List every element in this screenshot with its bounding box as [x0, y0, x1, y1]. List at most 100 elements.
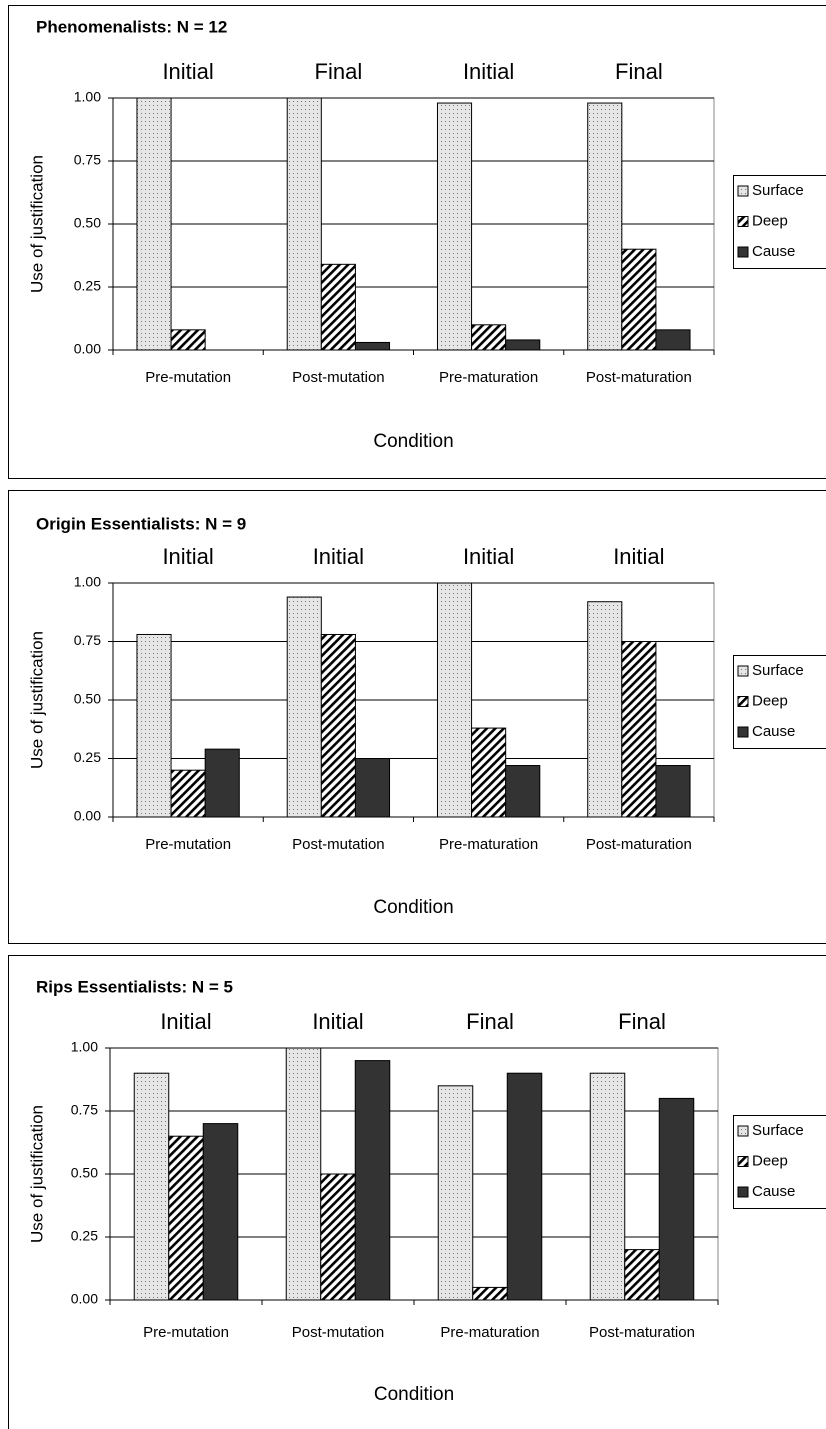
legend-swatch — [737, 1156, 749, 1167]
panel-border — [8, 490, 826, 944]
group-annotation: Final — [615, 59, 663, 84]
bar — [505, 339, 541, 351]
panel-border — [8, 955, 826, 1429]
chart-title: Phenomenalists: N = 12 — [36, 17, 227, 36]
bar — [436, 582, 473, 818]
x-tick-label: Pre-mutation — [145, 369, 231, 386]
legend-swatch — [737, 1125, 749, 1137]
y-tick-label: 0.75 — [74, 152, 101, 168]
bar — [505, 765, 541, 818]
bar — [437, 1085, 474, 1301]
bar — [320, 1173, 356, 1301]
bar — [320, 633, 356, 818]
y-tick-label: 1.00 — [74, 574, 101, 590]
legend-label: Surface — [752, 182, 804, 199]
y-tick-label: 0.75 — [74, 632, 101, 648]
y-tick-label: 0.75 — [71, 1102, 98, 1118]
bar — [136, 633, 172, 818]
y-tick-label: 1.00 — [74, 89, 101, 105]
y-tick-label: 0.25 — [74, 749, 101, 765]
x-axis-label: Condition — [373, 431, 453, 452]
bar — [471, 727, 507, 818]
bar — [204, 748, 240, 818]
group-annotation: Final — [466, 1009, 514, 1034]
bar — [354, 1060, 391, 1301]
bar — [286, 596, 322, 818]
group-annotation: Initial — [162, 59, 213, 84]
y-axis-label: Use of justification — [27, 155, 46, 293]
legend-swatch — [737, 246, 749, 258]
x-tick-label: Pre-maturation — [439, 369, 538, 386]
x-tick-label: Post-maturation — [586, 836, 692, 853]
y-tick-label: 0.00 — [74, 341, 101, 357]
group-annotation: Initial — [463, 544, 514, 569]
bar — [354, 758, 391, 818]
legend-box — [733, 655, 826, 749]
legend-swatch — [737, 726, 749, 738]
bar — [655, 329, 691, 351]
legend-swatch — [737, 665, 749, 677]
bar — [136, 97, 172, 351]
y-tick-label: 0.50 — [71, 1165, 98, 1181]
x-axis-label: Condition — [374, 1384, 454, 1405]
legend-swatch — [737, 216, 749, 227]
x-tick-label: Post-mutation — [292, 1324, 385, 1341]
group-annotation: Initial — [613, 544, 664, 569]
chart-title: Origin Essentialists: N = 9 — [36, 514, 246, 533]
group-annotation: Initial — [160, 1009, 211, 1034]
x-tick-label: Pre-mutation — [145, 836, 231, 853]
bar — [285, 1047, 322, 1301]
bar — [655, 765, 691, 818]
bar — [587, 102, 623, 351]
x-tick-label: Post-mutation — [292, 369, 385, 386]
legend-swatch — [737, 696, 749, 707]
x-tick-label: Pre-mutation — [143, 1324, 229, 1341]
legend-label: Cause — [752, 243, 795, 260]
legend-swatch — [737, 185, 749, 197]
group-annotation: Initial — [313, 544, 364, 569]
legend-label: Cause — [752, 1183, 795, 1200]
y-tick-label: 0.25 — [74, 278, 101, 294]
bar — [133, 1072, 170, 1301]
legend-label: Deep — [752, 692, 788, 709]
y-tick-label: 0.25 — [71, 1228, 98, 1244]
group-annotation: Initial — [312, 1009, 363, 1034]
x-tick-label: Post-mutation — [292, 836, 385, 853]
bar — [472, 1286, 508, 1301]
x-tick-label: Post-maturation — [586, 369, 692, 386]
group-annotation: Initial — [463, 59, 514, 84]
legend-swatch — [737, 1186, 749, 1198]
legend-label: Deep — [752, 212, 788, 229]
y-tick-label: 0.00 — [74, 808, 101, 824]
bar — [621, 248, 657, 351]
bar — [170, 769, 206, 818]
group-annotation: Initial — [162, 544, 213, 569]
legend-box — [733, 1115, 826, 1209]
bar — [506, 1072, 543, 1301]
legend-label: Surface — [752, 662, 804, 679]
legend-label: Surface — [752, 1122, 804, 1139]
x-tick-label: Pre-maturation — [440, 1324, 539, 1341]
bar — [436, 102, 473, 351]
bar — [471, 324, 507, 351]
x-tick-label: Pre-maturation — [439, 836, 538, 853]
bar — [589, 1072, 626, 1301]
bar — [621, 641, 657, 818]
group-annotation: Final — [315, 59, 363, 84]
bar — [320, 263, 356, 351]
bar — [170, 329, 206, 351]
bar — [286, 97, 322, 351]
legend-label: Cause — [752, 723, 795, 740]
y-axis-label: Use of justification — [27, 1105, 46, 1243]
legend-label: Deep — [752, 1152, 788, 1169]
legend-box — [733, 175, 826, 269]
x-tick-label: Post-maturation — [589, 1324, 695, 1341]
panel-border — [8, 5, 826, 479]
y-tick-label: 0.00 — [71, 1291, 98, 1307]
group-annotation: Final — [618, 1009, 666, 1034]
y-axis-label: Use of justification — [27, 631, 46, 769]
bar — [202, 1123, 239, 1301]
y-tick-label: 1.00 — [71, 1039, 98, 1055]
bar — [168, 1135, 204, 1301]
